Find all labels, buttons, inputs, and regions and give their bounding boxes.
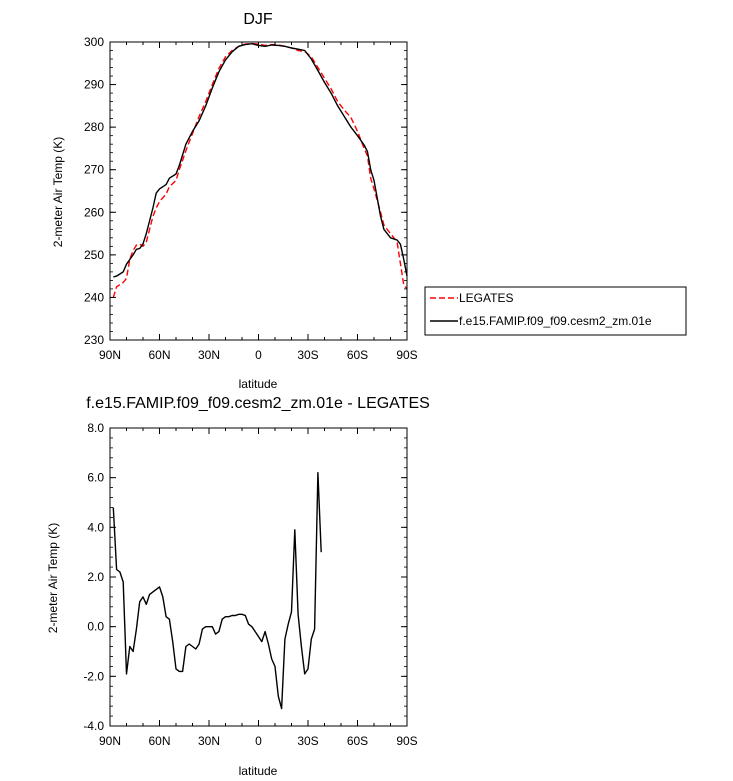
chart-title: f.e15.FAMIP.f09_f09.cesm2_zm.01e - LEGAT…: [86, 395, 430, 412]
y-tick-label: 280: [84, 120, 104, 134]
x-tick-label: 30S: [297, 348, 318, 362]
x-tick-label: 60N: [148, 348, 170, 362]
y-tick-label: -2.0: [83, 669, 104, 683]
x-tick-label: 90S: [396, 734, 417, 748]
series-line-1: [113, 43, 408, 278]
y-tick-label: 8.0: [87, 421, 104, 435]
x-tick-label: 60S: [347, 348, 368, 362]
y-axis-label: 2-meter Air Temp (K): [51, 137, 65, 247]
y-tick-label: 260: [84, 205, 104, 219]
y-tick-label: 0.0: [87, 620, 104, 634]
difference-chart: f.e15.FAMIP.f09_f09.cesm2_zm.01e - LEGAT…: [46, 395, 430, 778]
x-axis-label: latitude: [239, 377, 278, 391]
x-tick-label: 60N: [148, 734, 170, 748]
y-tick-label: 250: [84, 248, 104, 262]
y-tick-label: 300: [84, 35, 104, 49]
x-tick-label: 0: [255, 734, 262, 748]
y-tick-label: 290: [84, 78, 104, 92]
x-tick-label: 90S: [396, 348, 417, 362]
legend: LEGATES f.e15.FAMIP.f09_f09.cesm2_zm.01e: [424, 286, 687, 336]
y-tick-label: 230: [84, 333, 104, 347]
plot-frame: [109, 41, 408, 341]
y-axis-label: 2-meter Air Temp (K): [46, 523, 60, 633]
y-tick-label: 270: [84, 163, 104, 177]
plot-frame: [109, 427, 408, 727]
x-tick-label: 30N: [198, 734, 220, 748]
series-line-0: [112, 472, 322, 710]
x-tick-label: 0: [255, 348, 262, 362]
y-tick-label: 240: [84, 290, 104, 304]
x-tick-label: 30S: [297, 734, 318, 748]
legend-box: [424, 286, 687, 336]
x-tick-label: 30N: [198, 348, 220, 362]
temperature-chart: DJF 90N 60N 30N 0 30S 60S 90S 230 240 250 260 270 28…: [51, 11, 687, 391]
x-tick-label: 90N: [99, 734, 121, 748]
legend-label-model: f.e15.FAMIP.f09_f09.cesm2_zm.01e: [459, 314, 652, 328]
y-tick-label: -4.0: [83, 719, 104, 733]
legend-label-legates: LEGATES: [459, 291, 513, 305]
y-tick-label: 6.0: [87, 471, 104, 485]
x-tick-label: 60S: [347, 734, 368, 748]
y-tick-label: 4.0: [87, 520, 104, 534]
x-tick-label: 90N: [99, 348, 121, 362]
x-axis-label: latitude: [239, 764, 278, 778]
chart-title: DJF: [243, 11, 273, 28]
series-line-0: [112, 43, 408, 298]
y-tick-label: 2.0: [87, 570, 104, 584]
